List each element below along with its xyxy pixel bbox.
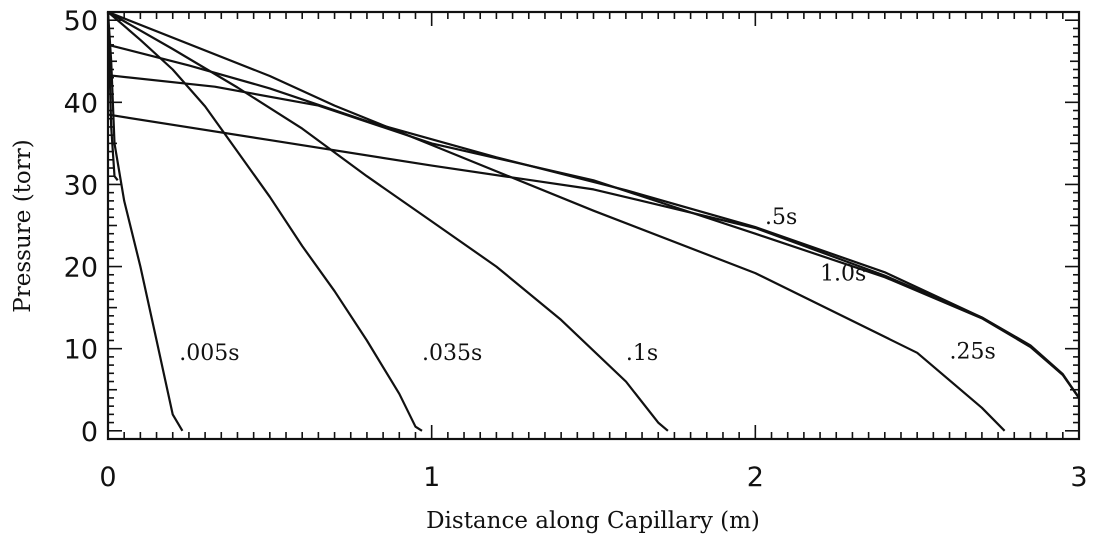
series-line-7 (107, 113, 1080, 399)
curve-label-2: .035s (422, 341, 482, 366)
y-tick-label: 30 (64, 170, 98, 201)
x-tick-label: 0 (99, 462, 116, 493)
series-line-1 (106, 11, 184, 432)
series-line-3 (107, 11, 669, 432)
curves (106, 10, 1080, 432)
curve-label-6: 1.0s (820, 262, 866, 287)
x-tick-label: 2 (747, 462, 764, 493)
series-line-4 (107, 10, 1006, 432)
x-tick-label: 1 (423, 462, 440, 493)
series-line-2 (107, 11, 423, 432)
y-tick-label: 10 (64, 335, 98, 366)
y-tick-label: 0 (81, 417, 98, 448)
plot-frame (106, 10, 1081, 441)
y-tick-label: 20 (64, 253, 98, 284)
y-tick-label: 40 (64, 88, 98, 119)
x-axis-title: Distance along Capillary (m) (426, 508, 760, 534)
curve-label-5: .5s (765, 205, 797, 230)
curve-labels: .005s .035s .1s .25s .5s 1.0s (179, 205, 996, 366)
y-tick-label: 50 (64, 6, 98, 37)
x-tick-label: 3 (1070, 462, 1087, 493)
curve-label-3: .1s (626, 341, 658, 366)
curve-label-4: .25s (950, 340, 996, 365)
curve-label-1: .005s (179, 341, 239, 366)
y-axis-title: Pressure (torr) (10, 139, 36, 312)
tick-marks (107, 12, 1080, 439)
